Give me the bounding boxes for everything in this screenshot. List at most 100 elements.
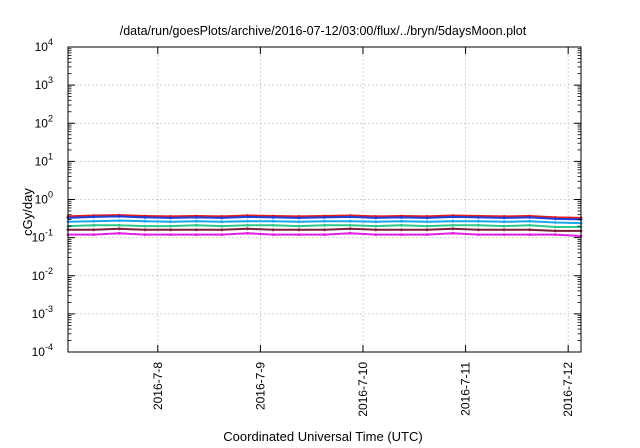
data-point (477, 228, 480, 232)
data-point (348, 219, 352, 223)
y-axis-title: cGy/day (20, 188, 35, 236)
data-point (400, 219, 403, 223)
data-point (553, 229, 557, 233)
data-point (528, 219, 532, 223)
data-point (271, 228, 275, 232)
y-tick-exponent: 2 (48, 113, 53, 123)
y-tick-label: 101 (35, 151, 53, 168)
data-point (297, 233, 301, 237)
data-point (169, 224, 173, 228)
data-point (502, 216, 506, 220)
y-tick-exponent: -1 (45, 228, 53, 238)
y-tick-base: 10 (35, 40, 49, 54)
data-point (220, 228, 224, 232)
y-tick-exponent: -2 (45, 266, 53, 276)
data-point (297, 228, 301, 232)
y-tick-base: 10 (35, 154, 49, 168)
y-tick-label: 102 (35, 113, 53, 130)
y-tick-exponent: 0 (48, 190, 53, 200)
data-point (553, 233, 557, 237)
data-point (92, 223, 96, 227)
chart-title: /data/run/goesPlots/archive/2016-07-12/0… (120, 24, 527, 38)
data-point (194, 216, 198, 219)
data-point (117, 219, 121, 223)
data-point (451, 223, 455, 227)
y-tick-label: 10-3 (32, 304, 53, 321)
data-point (451, 227, 455, 231)
data-point (220, 220, 224, 224)
y-tick-base: 10 (32, 307, 46, 321)
data-point (194, 219, 198, 223)
data-point (194, 233, 198, 237)
y-tick-base: 10 (32, 231, 46, 245)
y-tick-base: 10 (35, 116, 49, 130)
series (66, 223, 583, 229)
data-point (246, 231, 249, 235)
data-point (169, 233, 173, 237)
y-tick-exponent: 3 (48, 75, 53, 85)
data-point (400, 233, 403, 237)
data-point (271, 233, 275, 237)
data-point (323, 228, 326, 232)
data-point (143, 216, 147, 219)
data-point (117, 223, 121, 227)
data-point (425, 233, 429, 237)
y-tick-label: 10-4 (32, 342, 53, 359)
data-point (502, 224, 506, 228)
data-point (169, 216, 173, 220)
data-point (143, 233, 147, 237)
data-point (477, 223, 480, 227)
data-point (271, 223, 275, 227)
x-tick-label: 2016-7-12 (561, 362, 575, 417)
data-point (477, 219, 480, 223)
data-point (246, 223, 249, 227)
data-point (477, 233, 480, 237)
y-tick-base: 10 (35, 193, 49, 207)
data-point (451, 215, 455, 219)
y-tick-label: 104 (35, 37, 53, 54)
data-point (425, 228, 429, 232)
data-point (451, 219, 455, 223)
data-point (528, 223, 532, 227)
data-point (220, 233, 224, 237)
x-tick-label: 2016-7-10 (356, 362, 370, 417)
y-tick-exponent: 4 (48, 37, 53, 47)
data-point (246, 219, 249, 223)
x-axis-title: Coordinated Universal Time (UTC) (223, 429, 422, 444)
series (66, 227, 583, 233)
data-point (502, 220, 506, 224)
data-point (323, 223, 326, 227)
data-point (92, 219, 96, 223)
data-point (528, 228, 532, 232)
series (66, 231, 583, 238)
data-point (220, 224, 224, 228)
x-tick-label: 2016-7-11 (459, 362, 473, 416)
data-point (553, 217, 557, 221)
data-point (323, 216, 326, 219)
y-tick-exponent: 1 (48, 151, 53, 161)
data-point (297, 216, 301, 220)
data-point (92, 228, 96, 232)
grid (68, 47, 581, 352)
series (66, 215, 583, 221)
data-point (169, 220, 173, 224)
data-point (143, 224, 147, 228)
y-tick-label: 103 (35, 75, 53, 92)
x-tick-label: 2016-7-9 (253, 362, 267, 410)
data-point (451, 231, 455, 235)
data-point (323, 233, 326, 237)
data-point (348, 227, 352, 231)
data-point (528, 233, 532, 237)
data-point (92, 215, 96, 219)
data-point (297, 224, 301, 228)
data-point (117, 227, 121, 231)
data-point (425, 220, 429, 224)
y-tick-exponent: -3 (45, 304, 53, 314)
data-point (194, 223, 198, 227)
data-point (323, 219, 326, 223)
x-tick-label: 2016-7-8 (151, 362, 165, 410)
data-point (348, 215, 352, 219)
y-tick-base: 10 (32, 269, 46, 283)
